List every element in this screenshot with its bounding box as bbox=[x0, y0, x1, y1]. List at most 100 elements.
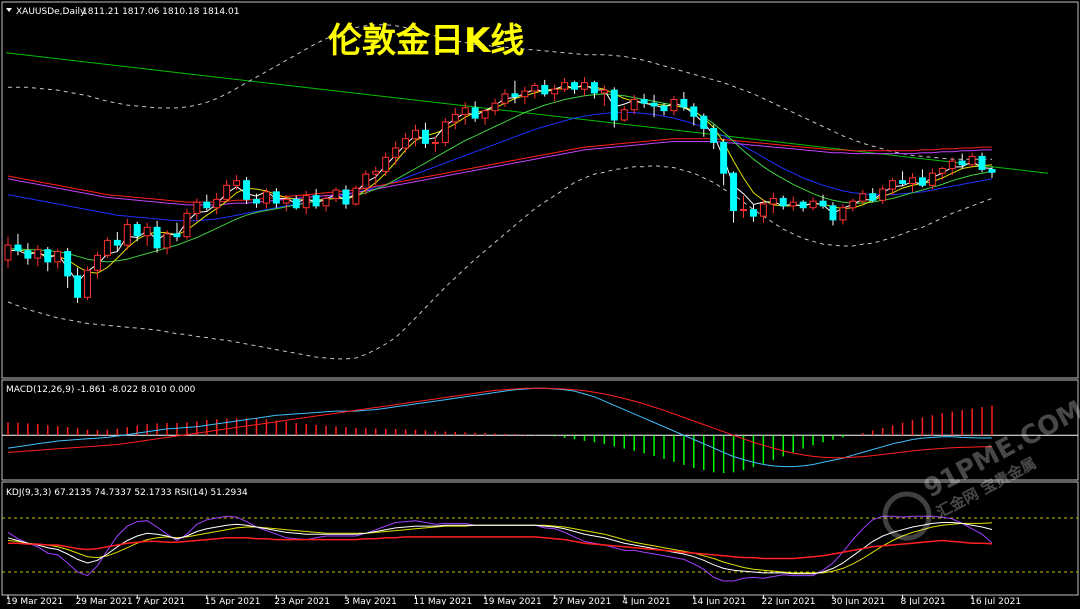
candle-body-bear bbox=[799, 201, 807, 209]
watermark-logo-icon bbox=[882, 491, 932, 541]
candle-body-bear bbox=[690, 106, 698, 117]
candle-body-bear bbox=[571, 82, 579, 90]
candle-body-bear bbox=[749, 209, 757, 217]
candle-body-bull bbox=[262, 191, 270, 204]
price-pane bbox=[1, 1, 1079, 379]
candle-body-bull bbox=[561, 82, 569, 90]
x-tick-label: 22 Jun 2021 bbox=[761, 597, 815, 605]
candle-body-bear bbox=[918, 177, 926, 186]
candle-body-bull bbox=[670, 98, 678, 112]
candle-body-bull bbox=[521, 90, 529, 98]
ma-fast-line bbox=[7, 85, 993, 274]
bollinger-mid-line bbox=[7, 112, 993, 222]
x-tick-label: 15 Apr 2021 bbox=[205, 597, 261, 605]
candle-body-bear bbox=[590, 82, 598, 94]
x-tick-label: 11 May 2021 bbox=[414, 597, 473, 605]
candle-body-bull bbox=[769, 197, 777, 205]
candle-body-bull bbox=[392, 147, 400, 158]
candle-body-bull bbox=[740, 209, 747, 212]
candle-body-bull bbox=[928, 172, 936, 186]
candle-body-bear bbox=[243, 180, 251, 200]
candle-body-bull bbox=[501, 93, 509, 104]
candle-body-bear bbox=[64, 251, 72, 277]
macd-pane-frame bbox=[1, 379, 1079, 481]
candle-body-bull bbox=[93, 254, 101, 271]
price-pane-frame bbox=[1, 1, 1079, 379]
x-tick-label: 8 Jul 2021 bbox=[901, 597, 946, 605]
candle-body-bear bbox=[74, 275, 82, 298]
candle-body-bull bbox=[809, 200, 817, 209]
candle-body-bull bbox=[382, 156, 390, 172]
x-axis: 19 Mar 2021 29 Mar 2021 7 Apr 2021 15 Apr 2… bbox=[6, 595, 1021, 607]
x-tick-label: 19 May 2021 bbox=[483, 597, 542, 605]
candle-body-bear bbox=[680, 98, 688, 108]
candle-body-bull bbox=[630, 98, 638, 111]
x-tick-label: 16 Jul 2021 bbox=[970, 597, 1021, 605]
candle-body-bull bbox=[143, 226, 151, 237]
candle-body-bear bbox=[253, 198, 260, 204]
candle-body-bear bbox=[203, 201, 211, 209]
candle-body-bull bbox=[332, 189, 340, 199]
candle-body-bear bbox=[988, 168, 996, 173]
candle-body-bull bbox=[103, 239, 111, 256]
candle-body-bear bbox=[869, 193, 877, 201]
candle-body-bull bbox=[789, 201, 797, 207]
candle-body-bull bbox=[54, 251, 62, 263]
candle-body-bull bbox=[282, 198, 290, 204]
candle-body-bear bbox=[978, 155, 986, 170]
candle-body-bear bbox=[153, 226, 161, 249]
candle-body-bull bbox=[938, 168, 946, 174]
bollinger-lower-line bbox=[7, 165, 993, 360]
symbol-label: XAUUSDe,Daily bbox=[16, 7, 86, 17]
candle-body-bull bbox=[839, 207, 847, 221]
candle-body-bull bbox=[879, 188, 887, 201]
x-tick-label: 23 Apr 2021 bbox=[274, 597, 330, 605]
candle-body-bull bbox=[34, 249, 42, 259]
bollinger-upper-line bbox=[8, 24, 992, 160]
candle-body-bear bbox=[710, 127, 718, 143]
candle-body-bear bbox=[312, 195, 320, 207]
kdj-pane-frame bbox=[1, 481, 1079, 596]
macd-pane bbox=[1, 379, 1079, 481]
candle-body-bear bbox=[958, 160, 966, 166]
macd-signal-line bbox=[7, 387, 993, 459]
candle-body-bull bbox=[968, 155, 976, 166]
candle-body-bull bbox=[461, 107, 469, 115]
candle-body-bear bbox=[899, 180, 907, 184]
candle-body-bear bbox=[14, 244, 22, 252]
candle-body-bull bbox=[859, 193, 867, 202]
candle-body-bull bbox=[223, 184, 231, 200]
candle-body-bull bbox=[551, 88, 559, 95]
candle-body-bull bbox=[441, 121, 449, 143]
candle-body-bull bbox=[163, 233, 171, 249]
dropdown-arrow-icon bbox=[6, 8, 12, 12]
candle-body-bull bbox=[123, 224, 131, 246]
candle-body-bull bbox=[948, 160, 956, 170]
candle-body-bull bbox=[759, 203, 767, 217]
candle-body-bull bbox=[183, 212, 191, 238]
candle-body-bull bbox=[431, 141, 439, 144]
candle-body-bear bbox=[113, 239, 121, 246]
chart-big-title: 伦敦金日K线 bbox=[328, 21, 524, 61]
candle-body-bear bbox=[660, 105, 668, 112]
candle-body-bull bbox=[352, 187, 360, 205]
x-tick-label: 4 Jun 2021 bbox=[622, 597, 670, 605]
candle-body-bear bbox=[173, 233, 181, 238]
macd-line bbox=[7, 387, 993, 468]
candle-body-bull bbox=[4, 244, 12, 261]
candle-body-bull bbox=[402, 138, 410, 149]
x-tick-label: 3 May 2021 bbox=[344, 597, 397, 605]
candle-body-bull bbox=[481, 110, 489, 119]
candle-body-bull bbox=[302, 195, 310, 209]
x-tick-label: 7 Apr 2021 bbox=[135, 597, 185, 605]
candle-body-bull bbox=[412, 129, 419, 140]
candle-body-bear bbox=[829, 205, 837, 221]
candle-body-bear bbox=[700, 115, 708, 129]
kdj-k-line bbox=[7, 522, 993, 575]
candle-body-bull bbox=[84, 269, 91, 298]
candle-body-bear bbox=[819, 200, 827, 207]
candle-body-bull bbox=[233, 180, 241, 186]
x-tick-label: 29 Mar 2021 bbox=[76, 597, 133, 605]
candle-body-bull bbox=[213, 198, 221, 209]
